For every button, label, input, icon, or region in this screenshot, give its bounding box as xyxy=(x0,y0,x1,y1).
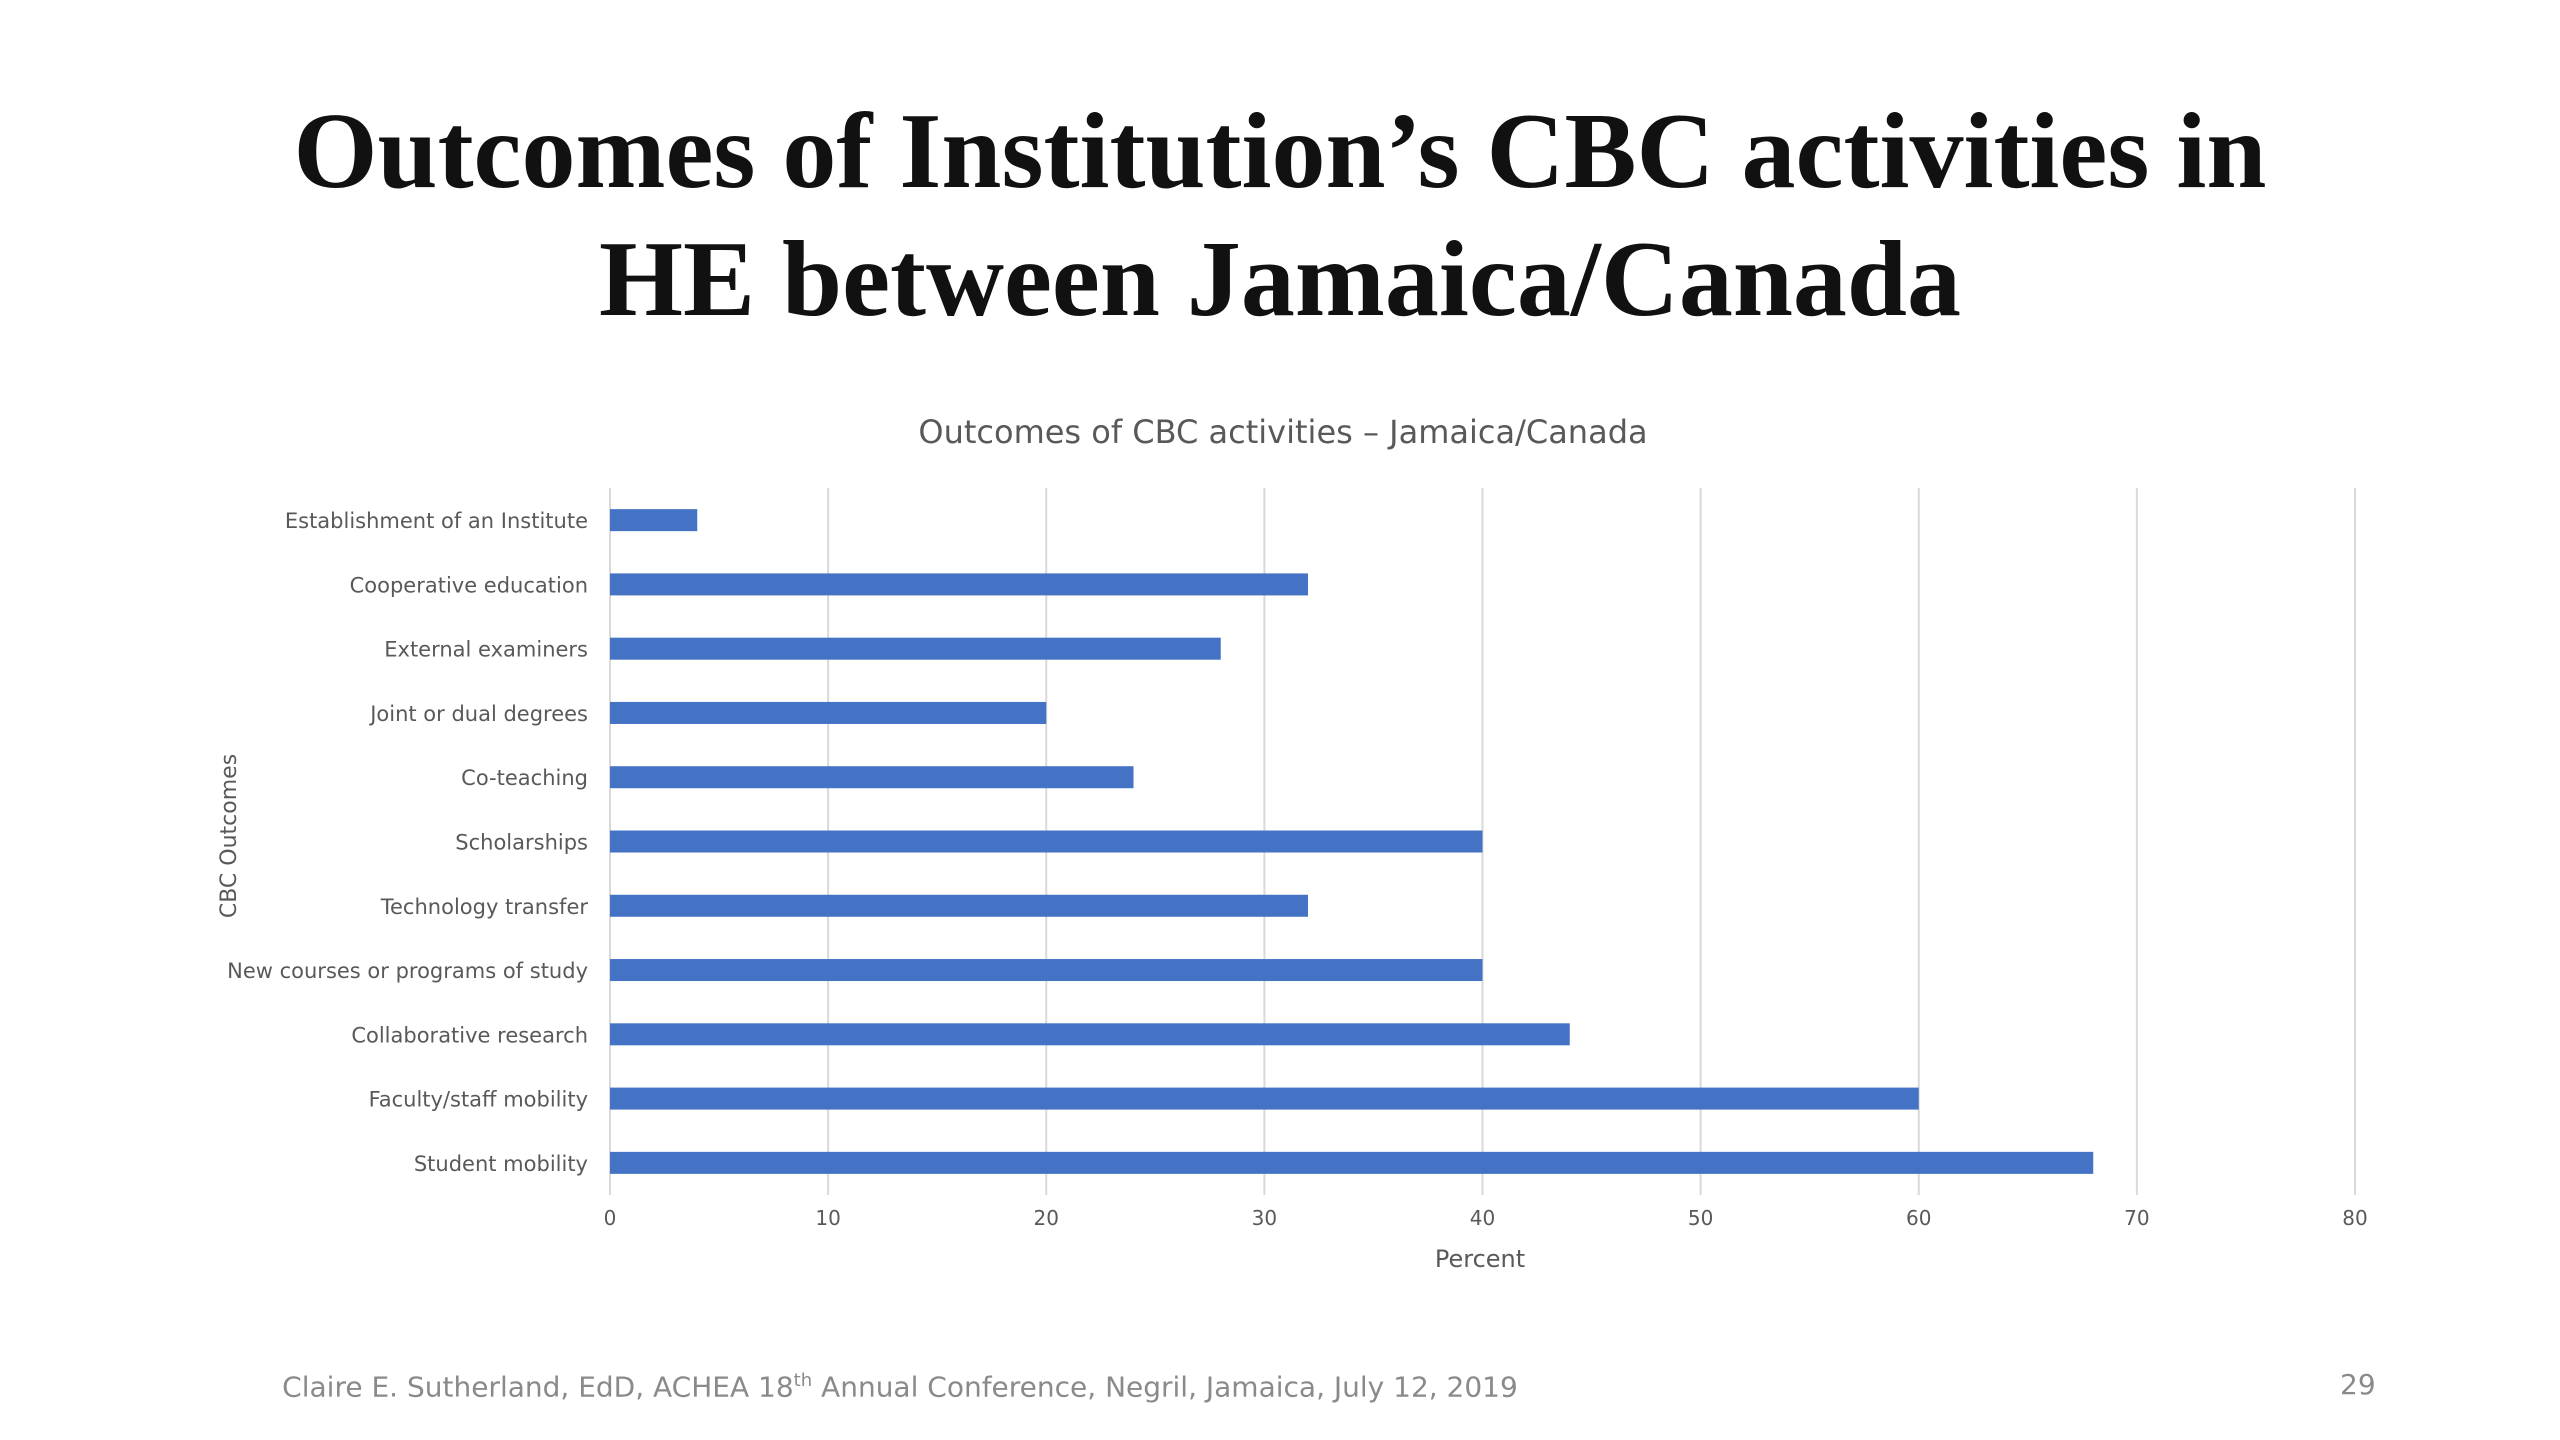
bar xyxy=(610,573,1308,596)
x-axis-label: Percent xyxy=(1435,1245,1525,1273)
bars xyxy=(610,509,2094,1174)
category-label: Scholarships xyxy=(455,831,588,855)
bar xyxy=(610,637,1221,660)
slide-title-line-1: Outcomes of Institution’s CBC activities… xyxy=(293,92,2267,211)
bar-chart: Outcomes of CBC activities – Jamaica/Can… xyxy=(217,413,2368,1273)
category-label: Joint or dual degrees xyxy=(368,702,588,726)
bar xyxy=(610,959,1483,982)
footer-superscript: th xyxy=(793,1370,813,1391)
category-label: New courses or programs of study xyxy=(227,959,588,983)
y-axis-label: CBC Outcomes xyxy=(217,754,242,918)
bar xyxy=(610,1151,2094,1174)
footer-text-end: Annual Conference, Negril, Jamaica, July… xyxy=(812,1370,1518,1404)
bar xyxy=(610,766,1134,789)
bar xyxy=(610,509,698,532)
category-label: Collaborative research xyxy=(351,1023,588,1047)
x-tick-label: 10 xyxy=(815,1206,840,1230)
slide-title-line-2: HE between Jamaica/Canada xyxy=(599,220,1961,339)
category-label: Faculty/staff mobility xyxy=(369,1088,588,1112)
x-tick-label: 30 xyxy=(1252,1206,1277,1230)
slide-footer: Claire E. Sutherland, EdD, ACHEA 18th An… xyxy=(0,1370,1800,1403)
x-tick-label: 40 xyxy=(1470,1206,1495,1230)
category-label: Student mobility xyxy=(414,1152,588,1176)
bar xyxy=(610,1023,1570,1046)
x-tick-label: 50 xyxy=(1688,1206,1713,1230)
bar xyxy=(610,894,1308,917)
x-tick-label: 20 xyxy=(1034,1206,1059,1230)
bar xyxy=(610,701,1047,724)
category-label: External examiners xyxy=(384,638,588,662)
category-label: Technology transfer xyxy=(380,895,589,919)
category-label: Co-teaching xyxy=(461,766,588,790)
bar xyxy=(610,1087,1919,1110)
category-label: Cooperative education xyxy=(350,573,588,597)
chart-title: Outcomes of CBC activities – Jamaica/Can… xyxy=(918,413,1647,451)
x-tick-label: 0 xyxy=(604,1206,617,1230)
category-label: Establishment of an Institute xyxy=(285,509,588,533)
x-tick-label: 70 xyxy=(2124,1206,2149,1230)
bar xyxy=(610,830,1483,853)
category-labels: Establishment of an Institute Cooperative… xyxy=(227,509,588,1176)
x-tick-label: 80 xyxy=(2342,1206,2367,1230)
x-tick-label: 60 xyxy=(1906,1206,1931,1230)
footer-text-start: Claire E. Sutherland, EdD, ACHEA 18 xyxy=(282,1370,794,1404)
x-tick-labels: 0 10 20 30 40 50 60 70 80 xyxy=(604,1206,2368,1230)
page-number: 29 xyxy=(2340,1368,2376,1401)
slide-title: Outcomes of Institution’s CBC activities… xyxy=(0,88,2560,344)
